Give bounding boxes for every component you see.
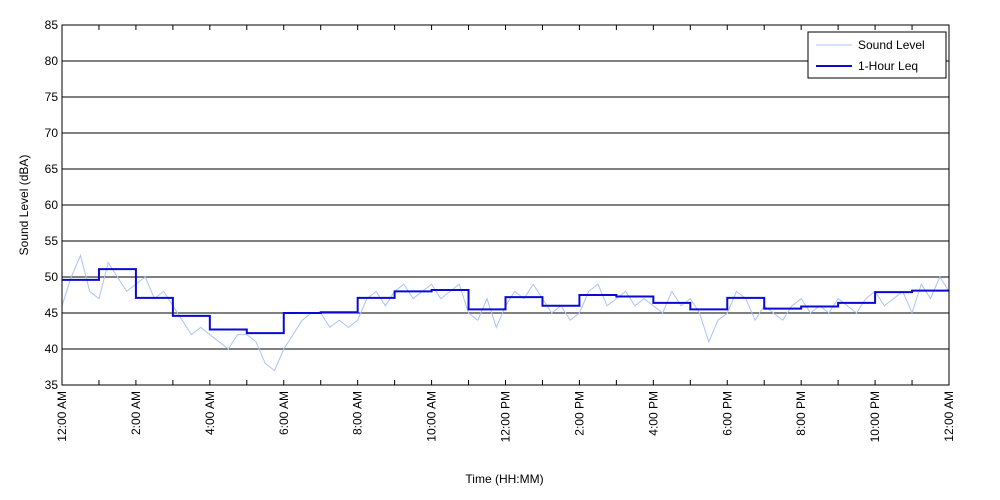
x-tick-label: 12:00 AM <box>55 391 69 442</box>
tick-labels: 35 40 45 50 55 60 65 70 75 80 85 12:00 AM 2:00 AM 4:0… <box>45 18 956 442</box>
x-tick-label: 12:00 PM <box>499 391 513 442</box>
legend: Sound Level 1-Hour Leq <box>807 31 947 79</box>
y-axis-label: Sound Level (dBA) <box>17 155 31 256</box>
gridlines <box>62 60 949 350</box>
y-tick-label: 80 <box>45 54 59 68</box>
x-tick-label: 12:00 AM <box>942 391 956 442</box>
x-tick-label: 10:00 PM <box>868 391 882 442</box>
y-tick-label: 40 <box>45 342 59 356</box>
y-tick-label: 35 <box>45 378 59 392</box>
1-hour-leq-step-line <box>62 268 949 335</box>
axis-ticks <box>61 24 950 386</box>
y-tick-label: 65 <box>45 162 59 176</box>
y-tick-label: 70 <box>45 126 59 140</box>
series-layer <box>61 253 950 372</box>
x-tick-label: 6:00 AM <box>277 391 291 435</box>
x-tick-label: 10:00 AM <box>425 391 439 442</box>
x-tick-label: 8:00 AM <box>351 391 365 435</box>
x-tick-label: 2:00 PM <box>572 391 586 436</box>
y-tick-label: 55 <box>45 234 59 248</box>
y-tick-label: 45 <box>45 306 59 320</box>
y-tick-label: 75 <box>45 90 59 104</box>
legend-label-sound-level: Sound Level <box>858 38 925 52</box>
x-tick-label: 8:00 PM <box>794 391 808 436</box>
x-tick-label: 6:00 PM <box>720 391 734 436</box>
x-tick-label: 2:00 AM <box>129 391 143 435</box>
x-axis-label: Time (HH:MM) <box>465 472 543 486</box>
x-tick-label: 4:00 AM <box>203 391 217 435</box>
y-tick-label: 85 <box>45 18 59 32</box>
legend-label-1-hour-leq: 1-Hour Leq <box>858 59 918 73</box>
legend-box <box>807 31 947 79</box>
y-tick-label: 50 <box>45 270 59 284</box>
x-tick-label: 4:00 PM <box>646 391 660 436</box>
y-tick-label: 60 <box>45 198 59 212</box>
